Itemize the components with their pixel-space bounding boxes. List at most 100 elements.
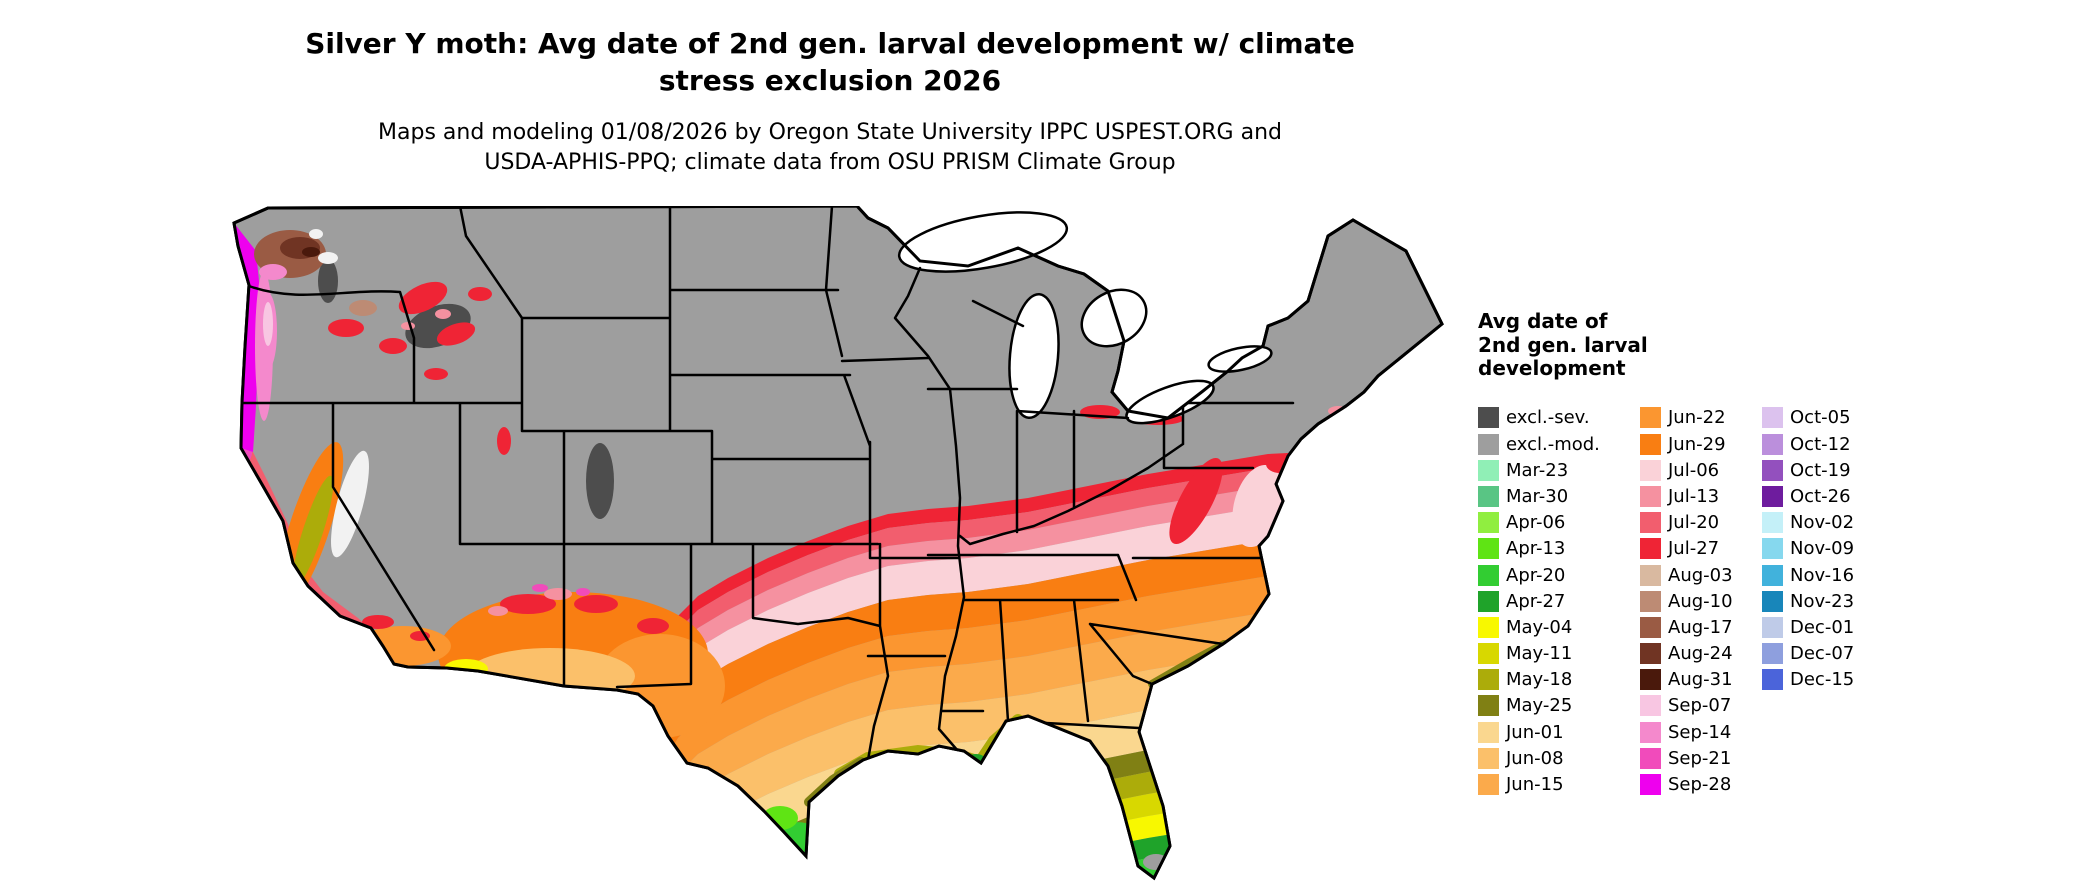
- legend-swatch: [1762, 643, 1783, 665]
- legend-item: May-18: [1478, 667, 1640, 693]
- az-highland-magenta: [576, 588, 590, 596]
- legend-item: Oct-19: [1762, 457, 1880, 483]
- legend-swatch: [1478, 721, 1499, 743]
- az-mountain-pink: [544, 588, 572, 600]
- legend-item: Apr-20: [1478, 562, 1640, 588]
- legend-label: Apr-13: [1506, 538, 1566, 560]
- legend-label: Sep-28: [1668, 774, 1732, 795]
- legend-swatch: [1640, 643, 1661, 665]
- ca-coast-red-band: [241, 448, 408, 667]
- legend-item: Jun-08: [1478, 745, 1640, 771]
- legend-label: Dec-01: [1790, 616, 1855, 638]
- legend-label: Aug-24: [1668, 643, 1733, 665]
- idaho-red-patch: [398, 281, 448, 315]
- legend-label: May-04: [1506, 616, 1573, 638]
- legend-label: Sep-07: [1668, 695, 1732, 717]
- excl-severe-patch: [586, 443, 614, 519]
- legend-swatch: [1762, 590, 1783, 612]
- legend-item: May-04: [1478, 614, 1640, 640]
- legend-item: Apr-13: [1478, 536, 1640, 562]
- legend-item: Jul-20: [1640, 510, 1762, 536]
- legend-swatch: [1478, 747, 1499, 769]
- legend-column-3: Oct-05 Oct-12 Oct-19 Oct-26 Nov-02 Nov-09 Nov-…: [1762, 405, 1880, 798]
- legend-swatch: [1640, 747, 1661, 769]
- legend-label: May-11: [1506, 643, 1573, 665]
- state-boundaries: [240, 206, 1295, 765]
- date-band-Apr-13: [648, 850, 1442, 878]
- legend-item: Aug-03: [1640, 562, 1762, 588]
- legend-swatch: [1640, 669, 1661, 691]
- legend-label: Apr-06: [1506, 512, 1566, 534]
- legend-label: Mar-30: [1506, 485, 1569, 507]
- legend-item: Jun-29: [1640, 431, 1762, 457]
- south-texas-green: [766, 822, 826, 862]
- legend-swatch: [1640, 564, 1661, 586]
- legend-label: Jun-08: [1506, 747, 1564, 769]
- legend-item: Aug-24: [1640, 640, 1762, 666]
- legend-item: Jul-27: [1640, 536, 1762, 562]
- legend-swatch: [1478, 485, 1499, 507]
- excl-severe-patch: [318, 259, 338, 303]
- page-subtitle: Maps and modeling 01/08/2026 by Oregon S…: [378, 119, 1282, 175]
- willamette-pale-core: [263, 302, 273, 346]
- legend-item: Aug-10: [1640, 588, 1762, 614]
- legend-swatch: [1640, 774, 1661, 795]
- legend-swatch: [1478, 512, 1499, 534]
- east-oregon-red: [328, 319, 364, 337]
- nm-mountain-red: [637, 618, 669, 634]
- legend-label: Mar-23: [1506, 459, 1569, 481]
- legend-item: Nov-16: [1762, 562, 1880, 588]
- legend-swatch: [1640, 512, 1661, 534]
- lake-superior: [897, 211, 1069, 273]
- puget-darkest-brown: [302, 247, 320, 257]
- legend-swatch: [1762, 616, 1783, 638]
- legend-label: May-18: [1506, 669, 1573, 691]
- nw-coast-magenta-strip: [234, 223, 261, 452]
- legend-label: Sep-14: [1668, 721, 1732, 743]
- legend-label: Oct-05: [1790, 407, 1851, 429]
- legend-swatch: [1478, 643, 1499, 665]
- legend-label: Jun-22: [1668, 407, 1726, 429]
- legend-swatch: [1478, 433, 1499, 455]
- legend-item: Sep-21: [1640, 745, 1762, 771]
- legend-label: Dec-07: [1790, 643, 1855, 665]
- legend-swatch: [1478, 564, 1499, 586]
- wasatch-red: [497, 427, 511, 455]
- legend-item: Nov-09: [1762, 536, 1880, 562]
- az-mountain-red: [500, 594, 556, 614]
- legend-label: Aug-31: [1668, 669, 1733, 691]
- legend-swatch: [1478, 538, 1499, 560]
- az-mountain-pink: [488, 606, 508, 616]
- legend-swatch: [1640, 459, 1661, 481]
- idaho-red-patch: [424, 368, 448, 380]
- legend-swatch: [1478, 669, 1499, 691]
- date-band-Jul-20: [648, 460, 1442, 708]
- legend-item: Aug-31: [1640, 667, 1762, 693]
- legend-item: Jun-22: [1640, 405, 1762, 431]
- legend-item: Mar-30: [1478, 483, 1640, 509]
- legend-item: Dec-15: [1762, 667, 1880, 693]
- legend-label: Nov-23: [1790, 590, 1855, 612]
- legend-item: Sep-28: [1640, 771, 1762, 797]
- legend-label: Jun-15: [1506, 774, 1564, 795]
- legend-label: Aug-10: [1668, 590, 1733, 612]
- legend-label: Oct-19: [1790, 459, 1851, 481]
- montana-red-patch: [468, 287, 492, 301]
- legend-swatch: [1762, 459, 1783, 481]
- cascades-white-patch: [309, 229, 323, 239]
- legend-swatch: [1762, 512, 1783, 534]
- legend-item: Apr-06: [1478, 510, 1640, 536]
- cascades-white-patch: [318, 252, 338, 264]
- legend-label: Nov-02: [1790, 512, 1855, 534]
- legend-swatch: [1478, 616, 1499, 638]
- sierra-white-patch: [331, 450, 369, 558]
- legend-item: Jul-13: [1640, 483, 1762, 509]
- legend-item: Nov-23: [1762, 588, 1880, 614]
- legend-label: May-25: [1506, 695, 1573, 717]
- legend-swatch: [1478, 774, 1499, 795]
- legend-label: Sep-21: [1668, 747, 1732, 769]
- legend-swatch: [1640, 616, 1661, 638]
- legend-item: Oct-12: [1762, 431, 1880, 457]
- legend-swatch: [1640, 721, 1661, 743]
